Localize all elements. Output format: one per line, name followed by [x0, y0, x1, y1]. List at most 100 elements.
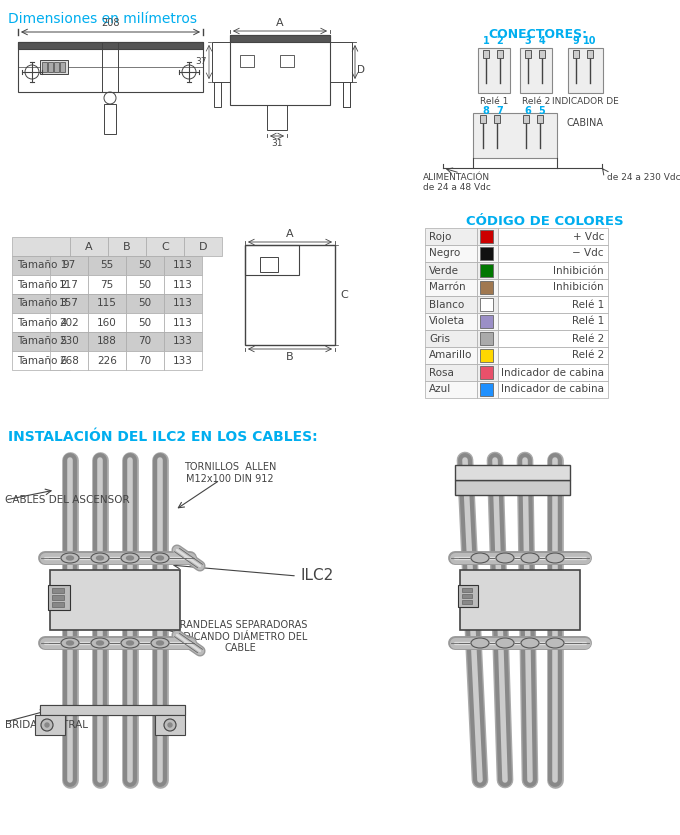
Text: 8: 8: [483, 106, 490, 116]
Text: 268: 268: [59, 356, 79, 366]
Text: 2: 2: [496, 36, 503, 46]
Bar: [480, 247, 493, 260]
Bar: [425, 364, 477, 381]
Bar: [480, 230, 493, 243]
Bar: [126, 294, 164, 313]
Text: 50: 50: [139, 298, 152, 308]
Text: 160: 160: [97, 317, 117, 327]
Bar: [102, 42, 118, 92]
Text: 9: 9: [573, 36, 579, 46]
Bar: [267, 105, 287, 130]
Bar: [480, 366, 493, 379]
Text: 113: 113: [173, 317, 193, 327]
Text: 157: 157: [59, 298, 79, 308]
Bar: [483, 50, 489, 58]
Text: BRIDA CENTRAL: BRIDA CENTRAL: [5, 720, 88, 730]
Text: B: B: [123, 241, 131, 251]
Bar: [455, 465, 570, 480]
Text: + Vdc: + Vdc: [573, 231, 604, 241]
Ellipse shape: [496, 638, 514, 648]
Text: Negro: Negro: [429, 249, 460, 259]
Bar: [50, 570, 180, 630]
Ellipse shape: [151, 553, 169, 563]
Bar: [12, 351, 70, 370]
Bar: [498, 347, 608, 364]
Text: C: C: [161, 241, 169, 251]
Bar: [480, 349, 493, 362]
Text: ILC2: ILC2: [300, 568, 333, 583]
Ellipse shape: [67, 556, 73, 560]
Text: 3: 3: [525, 36, 531, 46]
Bar: [88, 351, 126, 370]
Text: A: A: [286, 229, 294, 239]
Bar: [425, 228, 477, 245]
Bar: [164, 256, 202, 275]
Text: Relé 1: Relé 1: [480, 97, 508, 106]
Bar: [245, 245, 299, 275]
Text: 113: 113: [173, 261, 193, 271]
Text: Indicador de cabina: Indicador de cabina: [501, 384, 604, 394]
Bar: [50, 294, 88, 313]
Ellipse shape: [521, 638, 539, 648]
Bar: [52, 595, 64, 600]
Ellipse shape: [546, 553, 564, 563]
Text: Relé 2: Relé 2: [572, 333, 604, 343]
Bar: [214, 82, 221, 107]
Ellipse shape: [121, 638, 139, 648]
Ellipse shape: [471, 638, 489, 648]
Bar: [537, 115, 543, 123]
Text: de 24 a 230 Vdc-ac: de 24 a 230 Vdc-ac: [607, 173, 680, 182]
Ellipse shape: [97, 641, 103, 645]
Bar: [88, 294, 126, 313]
Bar: [164, 294, 202, 313]
Text: Violeta: Violeta: [429, 316, 465, 326]
Bar: [60, 62, 65, 72]
Bar: [477, 381, 498, 398]
Text: 230: 230: [59, 337, 79, 347]
Bar: [126, 351, 164, 370]
Bar: [52, 588, 64, 593]
Bar: [146, 237, 184, 256]
Bar: [212, 42, 230, 82]
Text: Verde: Verde: [429, 266, 459, 276]
Ellipse shape: [61, 638, 79, 648]
Bar: [480, 332, 493, 345]
Bar: [523, 115, 529, 123]
Text: 5: 5: [539, 106, 545, 116]
Text: Azul: Azul: [429, 384, 452, 394]
Ellipse shape: [61, 553, 79, 563]
Bar: [50, 313, 88, 332]
Ellipse shape: [97, 556, 103, 560]
Text: 115: 115: [97, 298, 117, 308]
Text: 113: 113: [173, 280, 193, 290]
Text: 37: 37: [196, 58, 207, 67]
Bar: [240, 55, 254, 67]
Bar: [50, 275, 88, 294]
Text: Gris: Gris: [429, 333, 450, 343]
Text: 188: 188: [97, 337, 117, 347]
Bar: [48, 62, 53, 72]
Text: A: A: [276, 18, 284, 28]
Ellipse shape: [521, 553, 539, 563]
Bar: [498, 262, 608, 279]
Text: Relé 2: Relé 2: [572, 351, 604, 361]
Bar: [480, 315, 493, 328]
Ellipse shape: [67, 641, 73, 645]
Text: Marrón: Marrón: [429, 282, 466, 292]
Bar: [343, 82, 350, 107]
Bar: [478, 48, 510, 93]
Text: Relé 1: Relé 1: [572, 300, 604, 310]
Bar: [54, 62, 59, 72]
Bar: [88, 275, 126, 294]
Circle shape: [164, 719, 176, 731]
Bar: [88, 256, 126, 275]
Bar: [12, 237, 70, 256]
Bar: [498, 381, 608, 398]
Bar: [477, 364, 498, 381]
Bar: [18, 42, 203, 92]
Bar: [126, 313, 164, 332]
Bar: [48, 585, 70, 610]
Text: 31: 31: [271, 139, 283, 148]
Bar: [343, 82, 350, 107]
Bar: [230, 35, 330, 105]
